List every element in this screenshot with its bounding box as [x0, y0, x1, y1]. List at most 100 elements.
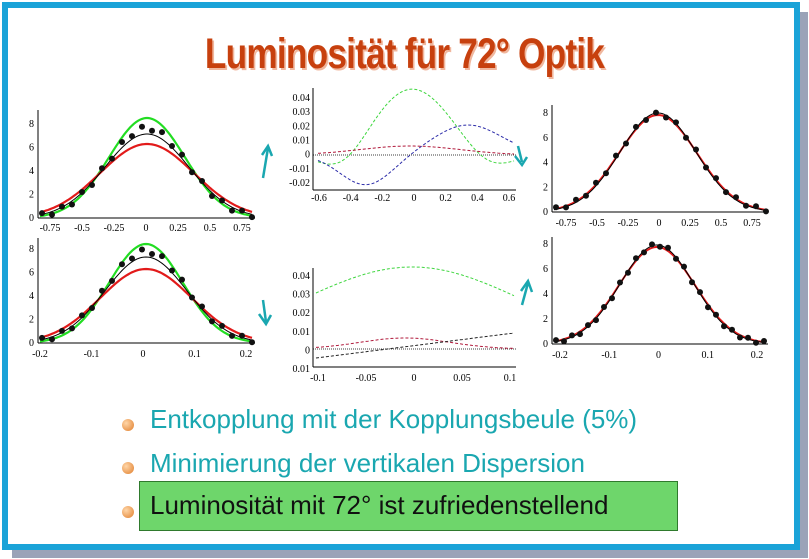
data-point	[149, 251, 155, 257]
tick-label: 8	[543, 108, 548, 119]
data-point	[713, 311, 719, 318]
data-point	[159, 129, 165, 136]
red-dispersion-curve	[317, 145, 515, 155]
tick-label: 6	[543, 264, 548, 275]
data-point	[583, 192, 589, 199]
black-curve	[553, 112, 767, 211]
tick-label: 0.02	[293, 121, 311, 132]
red-dispersion-curve	[315, 337, 515, 349]
data-points	[39, 246, 255, 346]
data-point	[79, 189, 85, 195]
tick-label: 0.2	[240, 349, 253, 360]
data-point	[641, 249, 647, 256]
tick-label: 4	[543, 289, 548, 300]
panel-top-left: 0 2 4 6 8 -0.75 -0.5 -0.25 0 0.25 0.5 0.75	[29, 110, 255, 234]
arrow-up-icon	[260, 143, 274, 179]
data-point	[109, 155, 115, 162]
highlight-box	[139, 481, 678, 531]
tick-label: 2	[543, 182, 548, 193]
data-points	[39, 123, 255, 221]
black-dispersion-curve	[315, 332, 515, 359]
data-point	[745, 334, 751, 341]
tick-label: 0	[412, 193, 417, 204]
data-point	[99, 287, 105, 294]
bullet-text-1: Entkopplung mit der Kopplungsbeule (5%)	[150, 404, 638, 434]
data-point	[761, 338, 767, 344]
tick-label: 0	[412, 373, 417, 384]
data-point	[209, 318, 215, 325]
tick-label: 8	[543, 239, 548, 250]
data-point	[89, 305, 95, 311]
data-point	[139, 246, 145, 253]
tick-label: 0.05	[453, 373, 471, 384]
data-point	[733, 194, 739, 201]
tick-label: 0.5	[204, 223, 217, 234]
green-curve	[39, 116, 253, 218]
data-point	[239, 207, 245, 214]
tick-label: 2	[543, 314, 548, 325]
data-point	[623, 140, 629, 147]
data-point	[573, 196, 579, 203]
tick-label: 0.1	[702, 350, 715, 361]
tick-label: 6	[29, 143, 34, 154]
data-points	[553, 241, 767, 346]
data-point	[189, 169, 195, 176]
data-point	[149, 127, 155, 134]
data-point	[69, 201, 75, 208]
data-point	[657, 243, 663, 250]
data-point	[643, 117, 649, 123]
data-point	[753, 203, 759, 210]
data-point	[79, 312, 85, 319]
black-curve	[39, 256, 253, 341]
data-point	[613, 152, 619, 159]
tick-label: 4	[29, 291, 34, 302]
data-point	[723, 189, 729, 196]
data-point	[189, 294, 195, 301]
data-point	[229, 332, 235, 339]
tick-label: 0.03	[293, 107, 311, 118]
data-point	[743, 202, 749, 209]
data-point	[703, 164, 709, 171]
arrow-down-icon	[257, 299, 273, 327]
data-point	[585, 322, 591, 329]
green-dispersion-curve	[317, 88, 515, 165]
data-point	[633, 123, 639, 130]
data-point	[553, 204, 559, 211]
tick-label: -0.75	[556, 218, 577, 229]
tick-label: 4	[29, 166, 34, 177]
data-point	[553, 337, 559, 344]
data-point	[159, 253, 165, 260]
tick-label: 0	[656, 350, 661, 361]
tick-label: 0.6	[503, 193, 516, 204]
data-point	[39, 210, 45, 217]
data-point	[763, 208, 769, 215]
tick-label: -0.25	[618, 218, 639, 229]
data-point	[249, 339, 255, 346]
data-point	[729, 326, 735, 333]
data-point	[665, 244, 671, 251]
tick-label: 0	[657, 218, 662, 229]
tick-label: -0.05	[356, 373, 377, 384]
tick-label: 6	[29, 268, 34, 279]
data-point	[119, 139, 125, 145]
data-point	[119, 261, 125, 268]
tick-label: 0.04	[293, 271, 311, 282]
tick-label: 0.03	[293, 290, 311, 301]
data-point	[169, 143, 175, 149]
panel-top-middle: 0.04 0.03 0.02 0.01 0 -0.01 -0.02-0.6 -0.4 -0.2 0…	[289, 88, 516, 204]
tick-label: 6	[543, 133, 548, 144]
arrow-up-icon	[519, 278, 534, 306]
data-point	[209, 193, 215, 199]
tick-label: -0.1	[310, 373, 326, 384]
data-point	[169, 267, 175, 274]
tick-label: 0	[144, 223, 149, 234]
data-point	[633, 255, 639, 262]
tick-label: -0.5	[74, 223, 90, 234]
data-point	[199, 178, 205, 184]
tick-label: 0.01	[293, 327, 311, 338]
data-point	[179, 151, 185, 158]
data-point	[705, 304, 711, 311]
